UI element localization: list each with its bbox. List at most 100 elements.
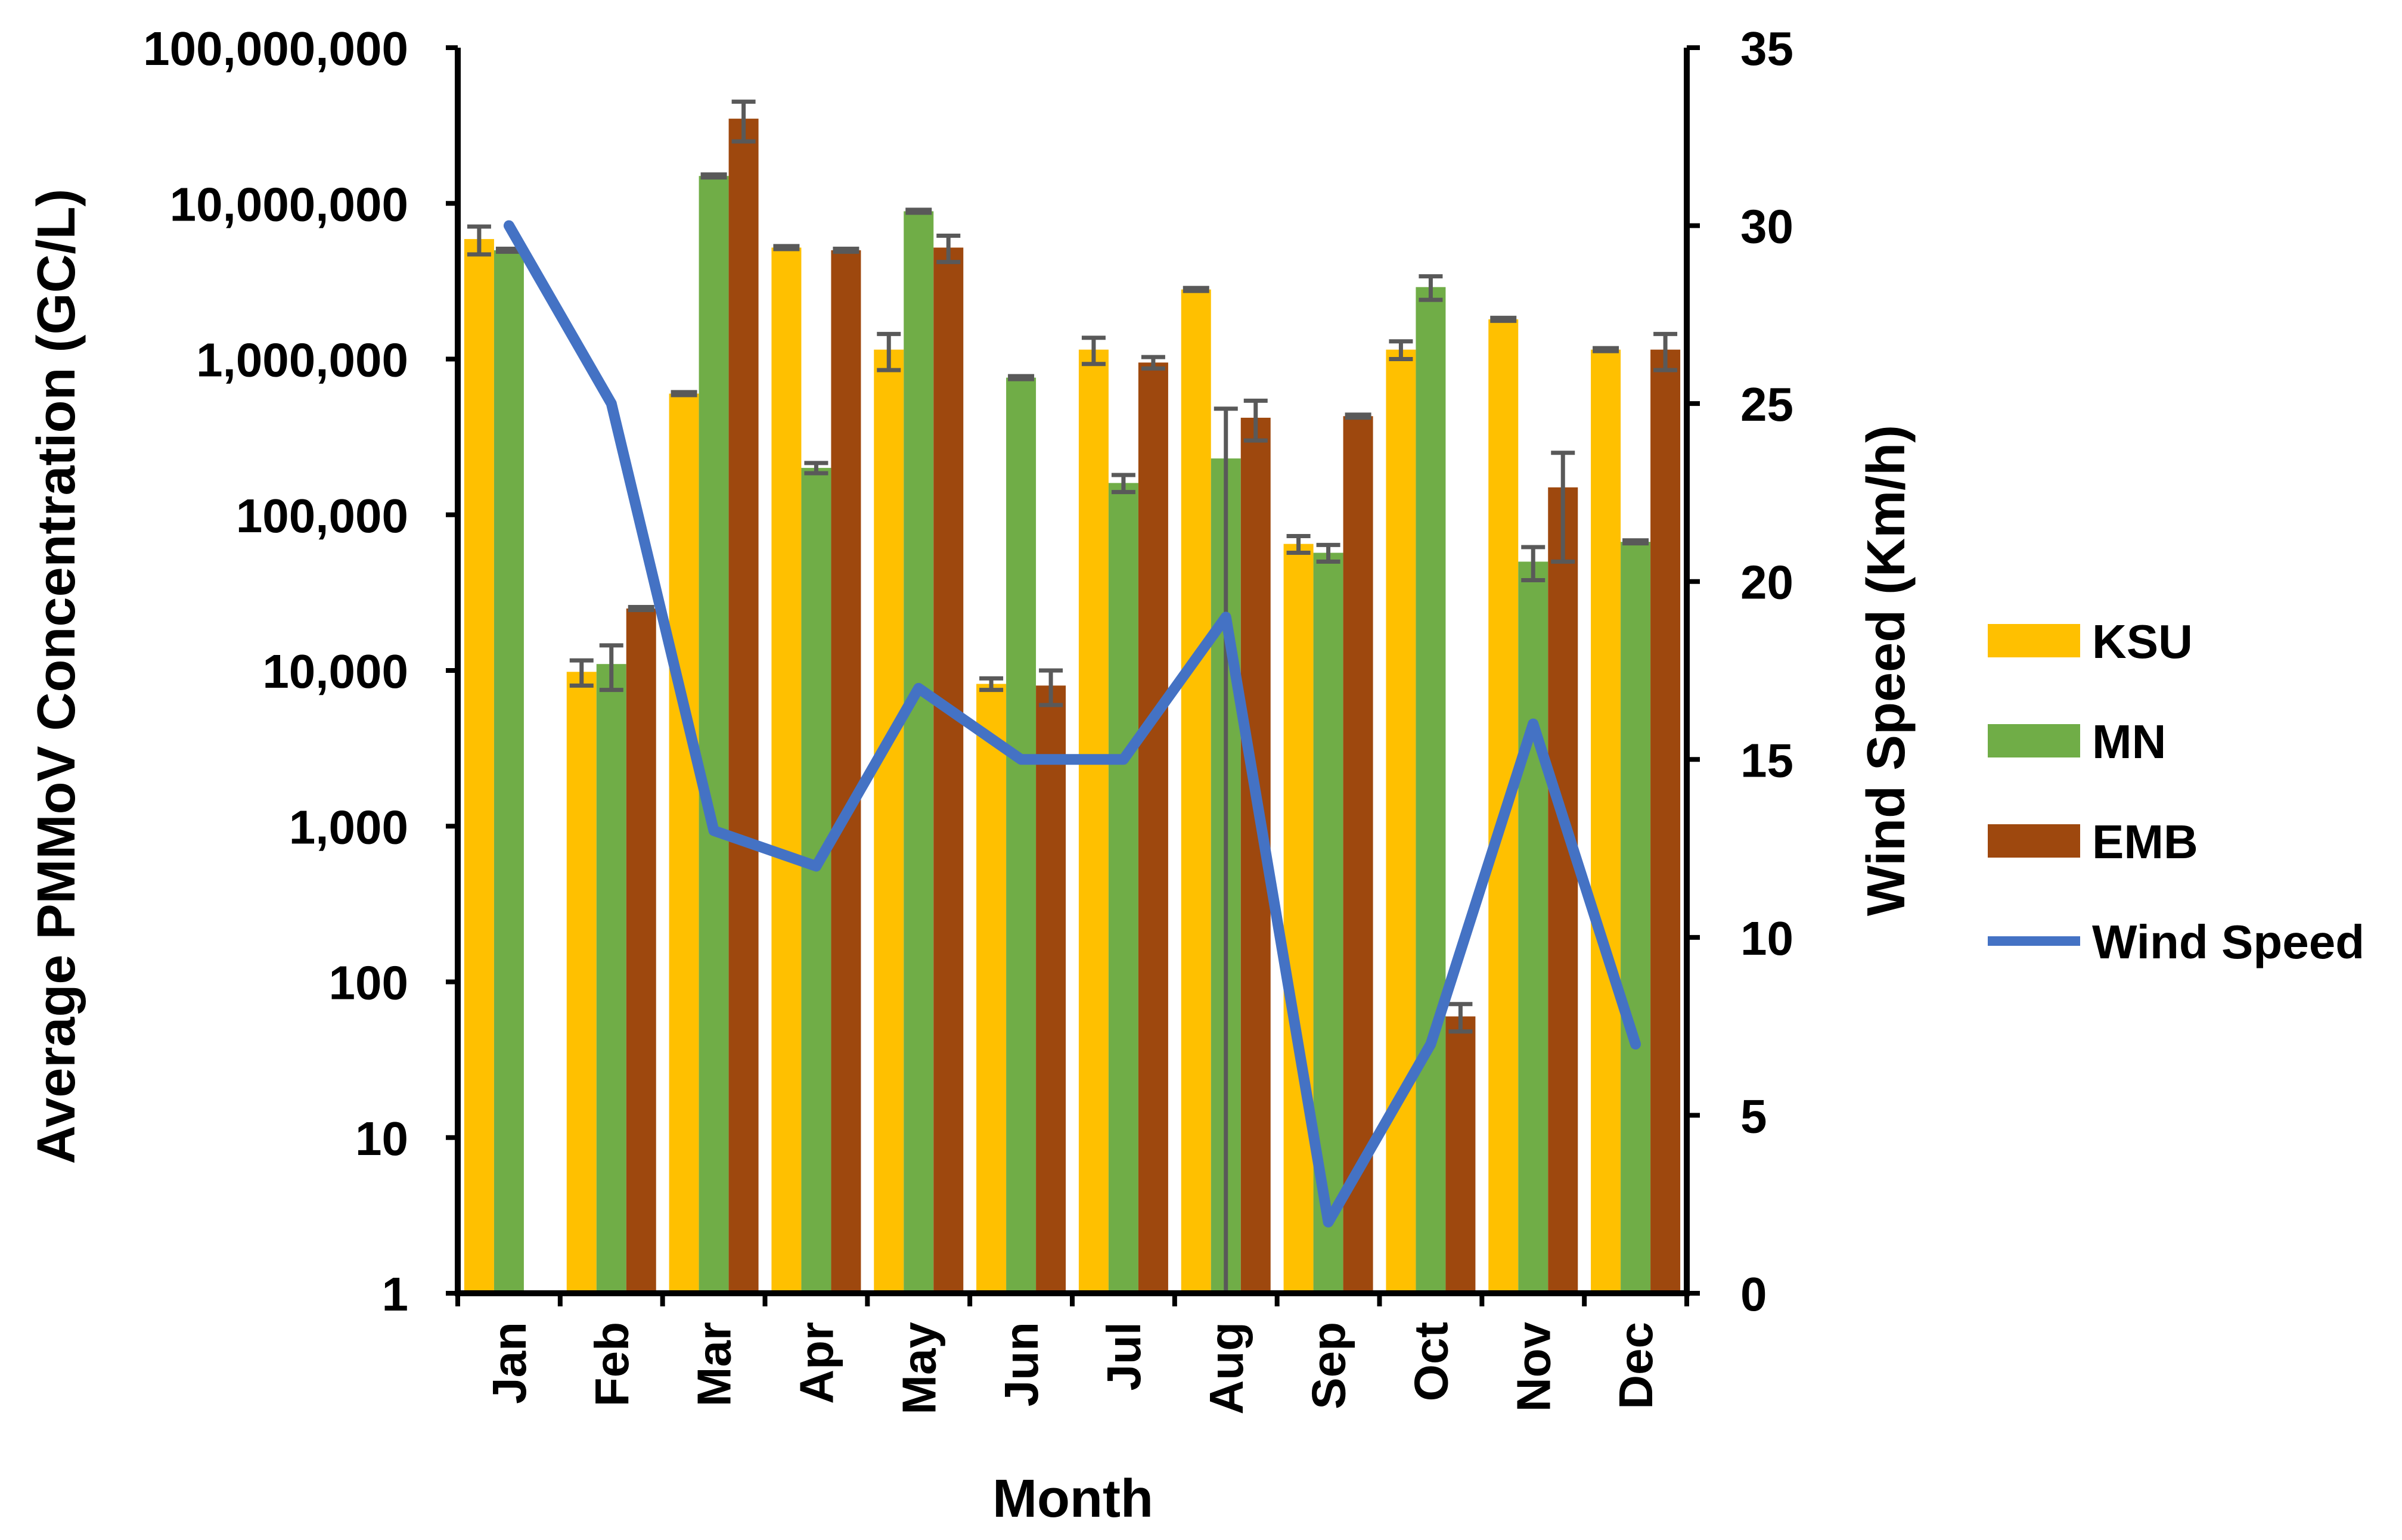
error-bar-emb-sep (1345, 412, 1371, 420)
bar-mn-mar (699, 176, 729, 1294)
bar-emb-mar (728, 119, 759, 1294)
bar-emb-nov (1548, 487, 1578, 1294)
y2-tick-label: 5 (1740, 1089, 1767, 1142)
x-tick-label: Nov (1507, 1322, 1560, 1412)
bar-emb-may (933, 247, 964, 1294)
x-tick-label: Oct (1404, 1322, 1457, 1401)
error-bar-ksu-sep (1286, 533, 1311, 555)
x-axis-label: Month (992, 1469, 1153, 1529)
legend-swatch-mn (1988, 724, 2080, 757)
error-bar-ksu-aug (1183, 285, 1209, 293)
y2-tick-label: 0 (1740, 1268, 1767, 1321)
bar-emb-feb (626, 608, 656, 1294)
bar-ksu-jun (976, 684, 1007, 1293)
bar-mn-apr (801, 468, 831, 1293)
y-tick-label: 100,000 (236, 489, 408, 542)
legend-label-wind-speed: Wind Speed (2092, 915, 2364, 968)
error-bar-emb-mar (731, 100, 756, 144)
error-bar-ksu-mar (671, 390, 697, 398)
legend-swatch-ksu (1988, 624, 2080, 657)
error-bar-ksu-dec (1593, 346, 1619, 353)
legend-label-ksu: KSU (2092, 615, 2193, 668)
legend: KSU MN EMB Wind Speed (1988, 615, 2364, 968)
y2-axis-ticks: 0 5 10 15 20 25 30 35 (1687, 22, 1793, 1321)
y-tick-label: 10 (355, 1112, 408, 1165)
bar-ksu-sep (1283, 544, 1314, 1293)
bar-ksu-apr (771, 247, 802, 1294)
y2-tick-label: 30 (1740, 200, 1793, 253)
bar-emb-oct (1445, 1016, 1476, 1293)
y-axis-ticks: 1 10 100 1,000 10,000 100,000 1,000,000 10,000,… (143, 22, 458, 1321)
error-bar-emb-jun (1039, 668, 1063, 707)
y-axis-label: Average PMMoV Concentration (GC/L) (27, 189, 86, 1165)
y2-tick-label: 20 (1740, 556, 1793, 609)
error-bar-ksu-feb (569, 658, 594, 688)
legend-label-emb: EMB (2092, 815, 2198, 868)
error-bar-mn-jan (495, 246, 522, 254)
bar-emb-dec (1650, 349, 1681, 1293)
bar-mn-may (904, 211, 934, 1293)
bar-emb-apr (831, 250, 861, 1294)
error-bar-ksu-jul (1081, 336, 1106, 367)
x-tick-label: May (892, 1321, 945, 1414)
bar-ksu-oct (1386, 349, 1416, 1293)
error-bar-ksu-nov (1490, 315, 1517, 323)
bar-ksu-jan (464, 239, 494, 1294)
y-tick-label: 10,000,000 (170, 178, 408, 231)
error-bar-mn-may (905, 207, 932, 215)
error-bar-ksu-jan (467, 224, 491, 257)
bar-ksu-feb (566, 672, 597, 1293)
bar-ksu-dec (1591, 349, 1621, 1293)
error-bar-ksu-jun (979, 676, 1004, 693)
error-bar-mn-sep (1316, 542, 1340, 564)
bar-ksu-may (874, 349, 904, 1293)
bar-mn-nov (1518, 561, 1548, 1294)
bar-mn-jun (1006, 377, 1036, 1293)
y2-tick-label: 10 (1740, 912, 1793, 965)
bar-emb-jul (1138, 362, 1168, 1293)
x-tick-label: Aug (1200, 1322, 1253, 1415)
y-tick-label: 1,000,000 (196, 334, 408, 387)
error-bar-emb-may (936, 233, 961, 265)
x-tick-label: Jan (483, 1322, 536, 1404)
error-bar-mn-oct (1419, 274, 1443, 302)
bar-mn-feb (596, 664, 626, 1293)
y2-tick-label: 15 (1740, 734, 1793, 787)
error-bar-emb-apr (833, 246, 859, 254)
error-bar-ksu-may (877, 331, 901, 372)
bar-ksu-jul (1078, 349, 1109, 1293)
legend-swatch-emb (1988, 824, 2080, 858)
x-tick-label: Jul (1097, 1322, 1150, 1391)
error-bar-mn-apr (804, 461, 828, 476)
error-bar-emb-jul (1141, 355, 1165, 371)
x-tick-label: Apr (790, 1322, 843, 1404)
error-bar-emb-dec (1653, 331, 1678, 372)
x-tick-label: Sep (1302, 1322, 1355, 1409)
error-bar-emb-aug (1243, 398, 1268, 443)
x-tick-label: Mar (688, 1322, 741, 1407)
y-tick-label: 10,000 (262, 645, 408, 698)
error-bar-mn-jun (1008, 374, 1035, 381)
bar-mn-jul (1108, 483, 1138, 1294)
x-tick-label: Dec (1609, 1322, 1662, 1409)
x-axis-ticks: Jan Feb Mar Apr May Jun Jul Aug Sep Oct Nov Dec (455, 1293, 1689, 1415)
y-tick-label: 1 (382, 1268, 409, 1321)
y2-tick-label: 35 (1740, 22, 1793, 75)
error-bar-emb-nov (1551, 451, 1575, 564)
error-bar-mn-nov (1521, 545, 1546, 583)
x-tick-label: Feb (585, 1322, 638, 1407)
y2-tick-label: 25 (1740, 378, 1793, 431)
bar-mn-jan (494, 250, 524, 1294)
error-bar-mn-dec (1622, 538, 1649, 546)
y-tick-label: 1,000 (289, 800, 408, 853)
wind-speed-line (503, 220, 1641, 1228)
y-tick-label: 100,000,000 (143, 22, 408, 75)
bar-mn-oct (1416, 287, 1446, 1294)
error-bar-emb-oct (1448, 1002, 1473, 1034)
bar-ksu-mar (669, 393, 699, 1293)
bar-mn-dec (1621, 542, 1651, 1293)
bar-emb-jun (1036, 685, 1066, 1293)
y-tick-label: 100 (329, 957, 408, 1010)
bar-ksu-aug (1181, 289, 1211, 1294)
